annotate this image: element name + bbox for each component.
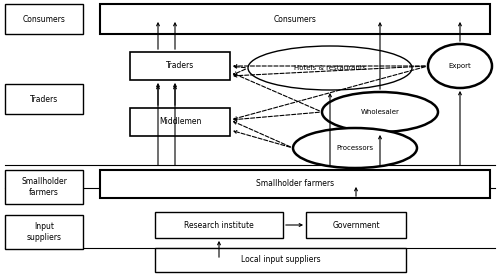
Bar (130, 108, 230, 136)
Text: Consumers: Consumers (22, 15, 66, 23)
Ellipse shape (248, 46, 412, 90)
Text: Government: Government (332, 221, 380, 230)
Text: Research institute: Research institute (184, 221, 254, 230)
Bar (155, 212, 283, 238)
Text: Smallholder
farmers: Smallholder farmers (21, 177, 67, 197)
Bar (100, 170, 490, 198)
Text: Traders: Traders (30, 94, 58, 104)
Text: Input
suppliers: Input suppliers (26, 222, 62, 242)
Text: Processors: Processors (336, 145, 374, 151)
Bar (5, 170, 83, 204)
Bar (306, 212, 406, 238)
Ellipse shape (322, 92, 438, 132)
Text: Consumers: Consumers (274, 15, 316, 23)
Text: Wholesaler: Wholesaler (360, 109, 400, 115)
Text: Hotels & restaurants: Hotels & restaurants (294, 65, 366, 71)
Bar (130, 52, 230, 80)
Bar (5, 4, 83, 34)
Text: Smallholder farmers: Smallholder farmers (256, 179, 334, 189)
Bar (155, 248, 406, 272)
Bar (5, 215, 83, 249)
Ellipse shape (428, 44, 492, 88)
Text: Middlemen: Middlemen (159, 118, 201, 126)
Bar (100, 4, 490, 34)
Text: Traders: Traders (166, 62, 194, 70)
Bar (5, 84, 83, 114)
Ellipse shape (293, 128, 417, 168)
Text: Local input suppliers: Local input suppliers (240, 256, 320, 264)
Text: Export: Export (448, 63, 471, 69)
